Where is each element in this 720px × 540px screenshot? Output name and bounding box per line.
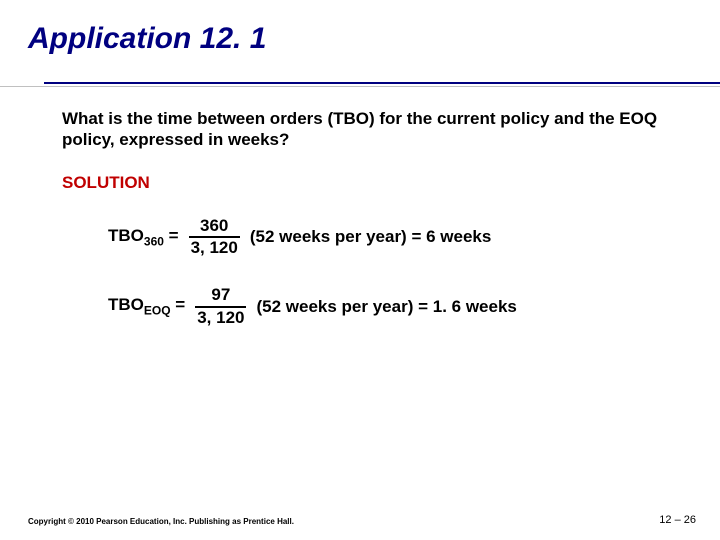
content-area: What is the time between orders (TBO) fo… [62, 108, 668, 355]
lhs-prefix: TBO [108, 226, 144, 245]
equation-row: TBO360 = 360 3, 120 (52 weeks per year) … [108, 217, 668, 258]
fraction: 97 3, 120 [195, 286, 246, 327]
fraction: 360 3, 120 [189, 217, 240, 258]
equation-lhs: TBO360 = [108, 226, 179, 248]
page-number: 12 – 26 [659, 514, 696, 526]
lhs-subscript: 360 [144, 234, 164, 248]
lhs-suffix: = [171, 295, 186, 314]
equation-rhs: (52 weeks per year) = 1. 6 weeks [256, 297, 516, 317]
slide-title: Application 12. 1 [0, 0, 720, 56]
denominator: 3, 120 [195, 306, 246, 328]
solution-label: SOLUTION [62, 173, 668, 193]
question-text: What is the time between orders (TBO) fo… [62, 108, 668, 151]
numerator: 360 [198, 217, 230, 237]
equation-lhs: TBOEOQ = [108, 295, 185, 317]
equations-block: TBO360 = 360 3, 120 (52 weeks per year) … [62, 217, 668, 328]
equation-row: TBOEOQ = 97 3, 120 (52 weeks per year) =… [108, 286, 668, 327]
copyright-text: Copyright © 2010 Pearson Education, Inc.… [28, 517, 294, 526]
equation-rhs: (52 weeks per year) = 6 weeks [250, 227, 491, 247]
slide: Application 12. 1 What is the time betwe… [0, 0, 720, 540]
lhs-suffix: = [164, 226, 179, 245]
denominator: 3, 120 [189, 236, 240, 258]
numerator: 97 [209, 286, 232, 306]
lhs-prefix: TBO [108, 295, 144, 314]
lhs-subscript: EOQ [144, 304, 171, 318]
title-underline [0, 82, 720, 87]
